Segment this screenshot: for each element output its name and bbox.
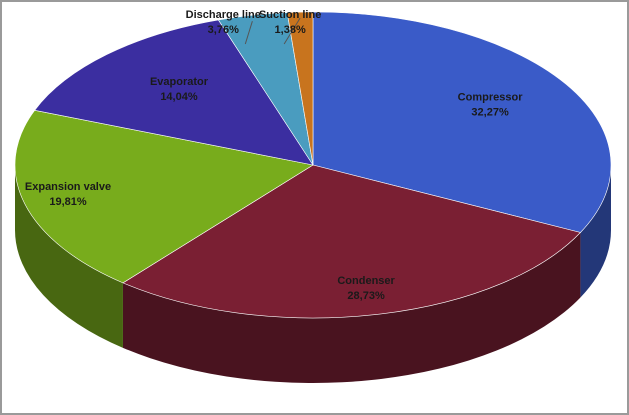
slice-label: Evaporator xyxy=(150,76,209,88)
leader-line xyxy=(244,21,253,45)
value-label: 1,38% xyxy=(275,24,306,36)
slice-label: Compressor xyxy=(458,91,524,103)
slice-side xyxy=(580,165,611,298)
slice-label: Discharge line xyxy=(186,9,261,21)
value-label: 19,81% xyxy=(49,196,87,208)
slice xyxy=(122,164,581,319)
value-label: 32,27% xyxy=(471,106,509,118)
slice-label: Condenser xyxy=(337,275,395,287)
value-label: 3,76% xyxy=(208,24,239,36)
slice-side xyxy=(122,232,581,383)
slice-label: Expansion valve xyxy=(25,181,111,193)
slice xyxy=(14,109,314,284)
slice xyxy=(34,19,314,166)
slice-label: Suction line xyxy=(259,9,321,21)
value-label: 14,04% xyxy=(160,91,198,103)
slice-side xyxy=(14,165,123,348)
leader-line xyxy=(283,17,301,45)
slice xyxy=(286,11,314,166)
value-label: 28,73% xyxy=(347,290,385,302)
slice xyxy=(312,11,612,233)
